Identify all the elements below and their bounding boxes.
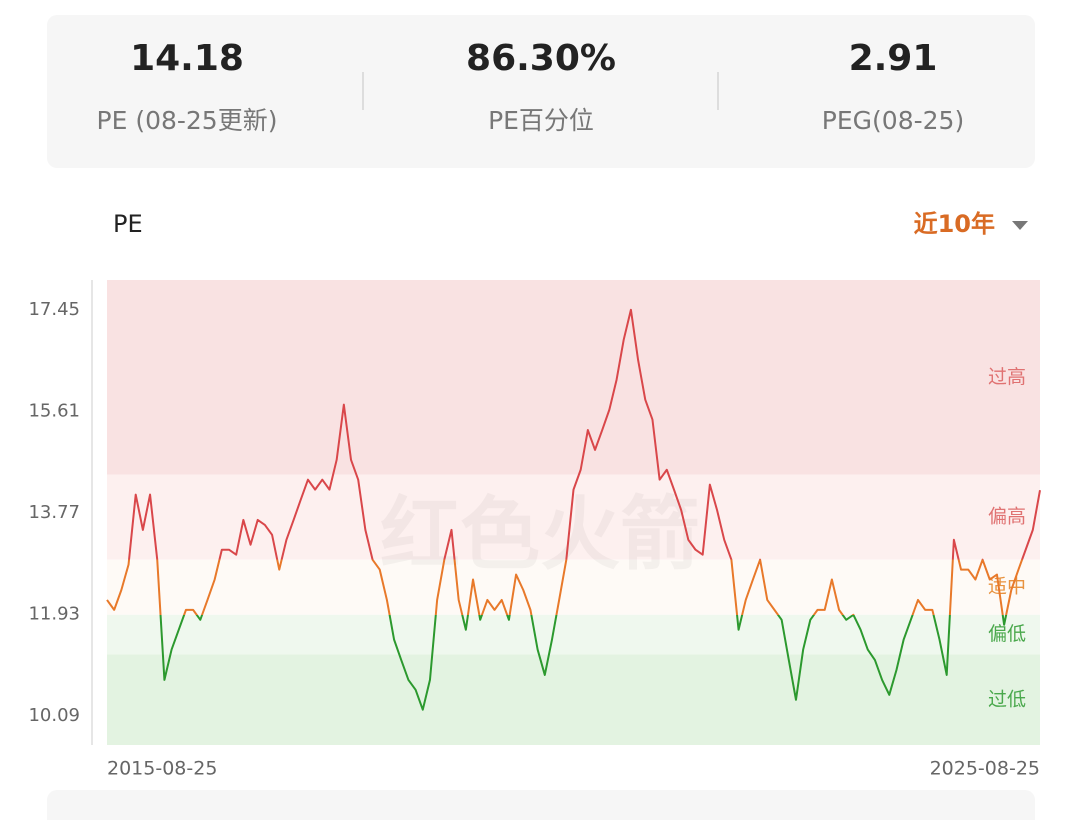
stat-value: 2.91 <box>849 38 938 79</box>
zone-band <box>107 280 1040 475</box>
legend-label: PE <box>113 210 143 238</box>
zone-label: 适中 <box>988 576 1026 598</box>
stat-value: 86.30% <box>466 38 616 79</box>
range-dropdown[interactable]: 近10年 <box>914 210 1028 238</box>
x-tick-label: 2025-08-25 <box>930 758 1040 780</box>
y-tick-label: 11.93 <box>28 603 80 624</box>
next-card <box>47 790 1035 820</box>
y-tick-label: 15.61 <box>28 400 80 421</box>
zone-label: 过高 <box>988 366 1026 388</box>
x-tick-label: 2015-08-25 <box>107 758 217 780</box>
stat-label: PE (08-25更新) <box>97 106 278 135</box>
zone-label: 偏高 <box>988 506 1026 528</box>
zone-band <box>107 654 1040 745</box>
stat-label: PE百分位 <box>488 106 594 135</box>
pe-line <box>106 308 1041 711</box>
range-label[interactable]: 近10年 <box>914 210 995 238</box>
watermark: 红色火箭 <box>380 488 700 581</box>
zone-label: 偏低 <box>988 623 1026 645</box>
stats-card <box>47 15 1035 168</box>
stat-label: PEG(08-25) <box>822 106 964 135</box>
y-tick-label: 13.77 <box>28 502 80 523</box>
stat-value: 14.18 <box>130 38 244 79</box>
zone-band <box>107 614 1040 655</box>
zone-band <box>107 559 1040 615</box>
y-tick-label: 17.45 <box>28 299 80 320</box>
zone-label: 过低 <box>988 688 1026 710</box>
dropdown-arrow[interactable] <box>1012 221 1028 230</box>
y-tick-label: 10.09 <box>28 705 80 726</box>
